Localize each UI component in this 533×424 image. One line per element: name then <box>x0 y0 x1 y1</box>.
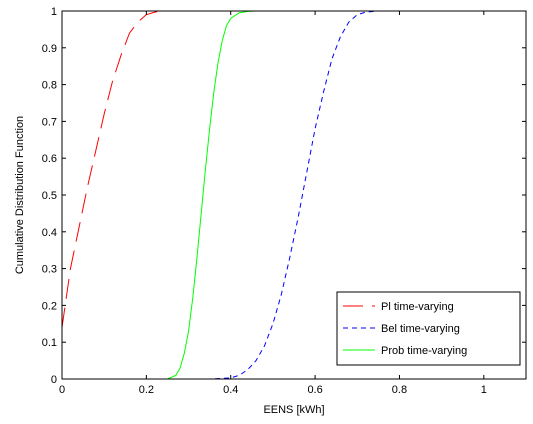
y-tick-label: 0.4 <box>42 227 57 239</box>
x-tick-label: 0.2 <box>139 384 154 396</box>
y-tick-label: 0.5 <box>42 190 57 202</box>
x-tick-label: 0.4 <box>223 384 238 396</box>
series-line-0 <box>61 10 526 328</box>
y-tick-label: 0.1 <box>42 337 57 349</box>
series-line-1 <box>62 10 526 380</box>
y-axis-label: Cumulative Distribution Function <box>14 116 26 274</box>
series-layer <box>61 10 526 380</box>
y-tick-label: 0.6 <box>42 153 57 165</box>
legend-label: Bel time-varying <box>381 323 460 335</box>
y-tick-label: 0 <box>51 374 57 386</box>
x-tick-label: 1 <box>481 384 487 396</box>
y-tick-label: 0.8 <box>42 80 57 92</box>
tick-layer: 0 0.2 0.4 0.6 0.8 1 0 0.1 0.2 0.3 0.4 0.5 0.6 0.7 0.8 0… <box>42 6 526 396</box>
x-tick-label: 0.6 <box>307 384 322 396</box>
y-tick-label: 0.2 <box>42 300 57 312</box>
x-axis-label: EENS [kWh] <box>263 404 324 416</box>
plot-frame <box>61 10 527 380</box>
x-tick-label: 0.8 <box>392 384 407 396</box>
y-tick-label: 0.3 <box>42 264 57 276</box>
y-tick-label: 0.7 <box>42 116 57 128</box>
y-tick-label: 0.9 <box>42 43 57 55</box>
series-line-2 <box>62 10 526 380</box>
legend-label: Pl time-varying <box>381 301 454 313</box>
legend-label: Prob time-varying <box>381 345 467 357</box>
x-tick-label: 0 <box>59 384 65 396</box>
legend: Pl time-varying Bel time-varying Prob time… <box>336 291 521 366</box>
y-tick-label: 1 <box>51 6 57 18</box>
legend-box <box>336 291 521 366</box>
